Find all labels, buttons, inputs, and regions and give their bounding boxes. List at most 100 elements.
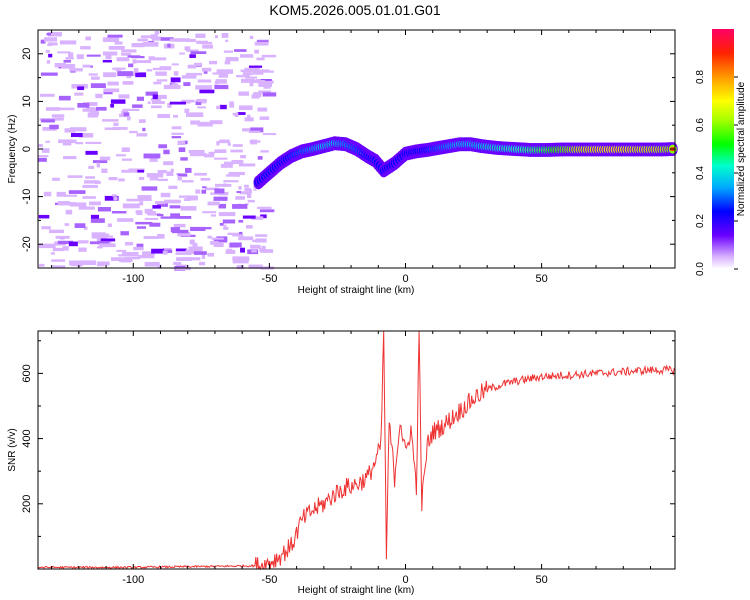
- spectrogram-noise-cell: [202, 211, 217, 214]
- spectrogram-x-tick-label: -100: [122, 273, 144, 285]
- spectrogram-noise-cell: [247, 199, 255, 203]
- spectrogram-noise-cell: [71, 132, 83, 138]
- spectrogram-noise-cell: [118, 178, 125, 182]
- snr-y-tick-label: 400: [21, 429, 33, 447]
- spectrogram-noise-cell: [193, 251, 207, 255]
- spectrogram-noise-cell: [232, 204, 248, 209]
- spectrogram-noise-cell: [235, 196, 245, 200]
- spectrogram-noise-cell: [190, 51, 207, 55]
- spectrogram-noise-cell: [146, 173, 164, 178]
- snr-x-tick-label: -100: [122, 574, 144, 586]
- spectrogram-noise-cell: [260, 249, 274, 253]
- spectrogram-noise-cell: [77, 102, 90, 108]
- spectrogram-noise-cell: [258, 82, 273, 87]
- colorbar-label: Normalized spectral amplitude: [736, 81, 747, 216]
- spectrogram-noise-cell: [89, 201, 101, 206]
- spectrogram-noise-cell: [254, 41, 269, 46]
- snr-x-tick-label: 0: [402, 574, 408, 586]
- spectrogram-noise-cell: [65, 209, 73, 215]
- spectrogram-noise-cell: [97, 207, 111, 212]
- spectrogram-noise-cell: [174, 38, 191, 42]
- spectrogram-noise-cell: [183, 198, 191, 201]
- spectrogram-noise-cell: [229, 103, 235, 108]
- spectrogram-noise-cell: [43, 191, 52, 197]
- snr-x-tick-label: -50: [261, 574, 277, 586]
- spectrogram-noise-cell: [232, 144, 243, 147]
- spectrogram-noise-cell: [178, 147, 186, 153]
- colorbar-gradient: [712, 29, 734, 269]
- spectrogram-noise-cell: [111, 211, 127, 214]
- spectrogram-noise-cell: [195, 85, 213, 90]
- colorbar-tick-label: 0.4: [695, 166, 706, 180]
- spectrogram-noise-cell: [250, 139, 258, 145]
- spectrogram-noise-cell: [90, 83, 106, 89]
- spectrogram-noise-cell: [51, 259, 66, 262]
- spectrogram-noise-cell: [201, 254, 206, 259]
- spectrogram-noise-cell: [221, 33, 229, 38]
- spectrogram-noise-cell: [65, 57, 74, 60]
- snr-x-axis-label: Height of straight line (km): [298, 585, 415, 596]
- spectrogram-noise-cell: [87, 112, 98, 118]
- spectrogram-noise-cell: [122, 203, 140, 209]
- spectrogram-noise-cell: [227, 142, 231, 146]
- spectrogram-noise-cell: [208, 151, 215, 156]
- spectrogram-noise-cell: [197, 106, 206, 109]
- spectrogram-noise-cell: [137, 195, 152, 200]
- spectrogram-noise-cell: [149, 157, 158, 162]
- spectrogram-noise-cell: [216, 105, 221, 110]
- spectrogram-noise-cell: [63, 59, 71, 63]
- spectrogram-noise-cell: [195, 100, 202, 106]
- spectrogram-noise-cell: [121, 147, 130, 152]
- spectrogram-y-tick-label: -10: [21, 189, 33, 205]
- spectrogram-noise-cell: [82, 184, 98, 188]
- spectrogram-noise-cell: [121, 158, 132, 161]
- spectrogram-noise-cell: [102, 51, 118, 56]
- spectrogram-noise-cell: [91, 76, 100, 80]
- spectrogram-noise-cell: [185, 257, 201, 261]
- spectrogram-noise-cell: [124, 256, 141, 260]
- snr-y-tick-label: 600: [21, 364, 33, 382]
- spectrogram-noise-cell: [255, 79, 261, 84]
- spectrogram-noise-cell: [103, 88, 120, 93]
- spectrogram-noise-cell: [164, 199, 181, 204]
- spectrogram-noise-cell: [156, 213, 164, 217]
- spectrogram-noise-cell: [250, 244, 261, 249]
- spectrogram-noise-cell: [250, 127, 264, 133]
- spectrogram-noise-cell: [74, 223, 86, 228]
- spectrogram-noise-cell: [242, 72, 253, 76]
- spectrogram-noise-cell: [177, 232, 191, 237]
- spectrogram-noise-cell: [251, 216, 264, 220]
- spectrogram-noise-cell: [202, 44, 214, 49]
- spectrogram-noise-cell: [45, 107, 60, 111]
- spectrogram-noise-cell: [82, 196, 96, 199]
- spectrogram-noise-cell: [213, 238, 228, 243]
- spectrogram-noise-cell: [40, 39, 46, 44]
- spectrogram-noise-cell: [107, 81, 119, 86]
- spectrogram-noise-cell: [136, 133, 148, 137]
- spectrogram-noise-cell: [179, 52, 185, 55]
- spectrogram-noise-cell: [146, 69, 153, 72]
- spectrogram-noise-cell: [108, 176, 118, 181]
- spectrogram-noise-cell: [240, 155, 246, 159]
- spectrogram-noise-cell: [192, 242, 198, 247]
- spectrogram-noise-cell: [259, 247, 264, 252]
- spectrogram-noise-cell: [122, 81, 134, 85]
- spectrogram-noise-cell: [77, 86, 85, 91]
- spectrogram-noise-cell: [69, 127, 87, 132]
- spectrogram-noise-cell: [238, 163, 256, 167]
- spectrogram-noise-cell: [150, 97, 155, 101]
- spectrogram-noise-cell: [251, 250, 257, 253]
- spectrogram-noise-cell: [234, 112, 239, 117]
- spectrogram-noise-cell: [233, 257, 250, 261]
- spectrogram-noise-cell: [229, 242, 242, 248]
- spectrogram-noise-cell: [138, 119, 146, 123]
- spectrogram-noise-cell: [62, 142, 72, 146]
- spectrogram-noise-cell: [50, 252, 55, 255]
- spectrogram-noise-cell: [244, 117, 254, 122]
- spectrogram-noise-cell: [160, 37, 174, 41]
- spectrogram-x-tick-label: 50: [535, 273, 547, 285]
- spectrogram-noise-cell: [156, 202, 168, 207]
- spectrogram-noise-cell: [239, 54, 254, 58]
- spectrogram-noise-cell: [229, 101, 234, 106]
- spectrogram-noise-cell: [58, 107, 75, 111]
